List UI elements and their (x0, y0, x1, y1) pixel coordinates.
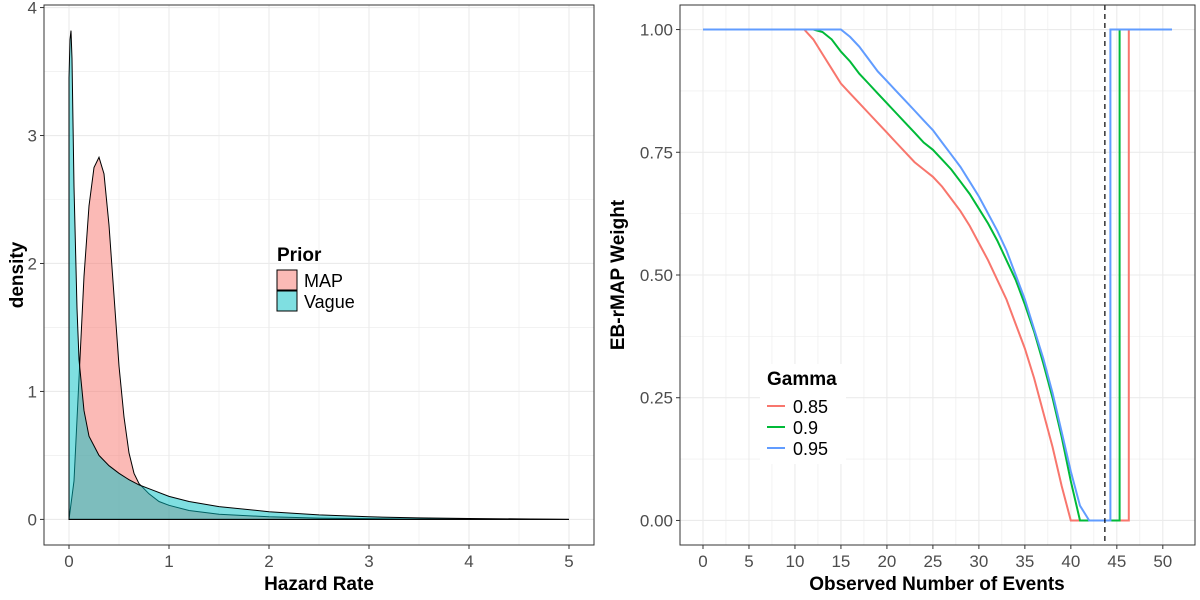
right-y-tick-label: 1.00 (640, 21, 673, 40)
legend-label-map: MAP (304, 271, 343, 291)
weight-line-gamma-09 (703, 28, 1126, 522)
legend-label-vague: Vague (304, 292, 355, 312)
left-y-tick-label: 3 (28, 127, 37, 146)
left-y-tick-label: 2 (28, 254, 37, 273)
prior-legend: Prior MAP Vague (276, 245, 355, 312)
legend-key-vague (276, 290, 298, 312)
left-x-axis-title: Hazard Rate (264, 574, 374, 595)
density-panel: 0 1 2 3 4 5 0 1 2 3 4 Hazard Rate density Prior M… (7, 0, 595, 595)
left-x-tick-label: 3 (364, 552, 373, 571)
right-y-tick-label: 0.75 (640, 143, 673, 162)
right-y-axis-title: EB-rMAP Weight (608, 199, 629, 350)
left-x-axis-ticks: 0 1 2 3 4 5 (64, 545, 574, 571)
left-y-axis-title: density (7, 241, 28, 308)
right-gridlines (680, 5, 1195, 545)
right-x-tick-label: 35 (1015, 552, 1034, 571)
left-x-tick-label: 0 (64, 552, 73, 571)
weight-line-gamma-085 (703, 28, 1136, 522)
right-y-axis-ticks: 0.00 0.25 0.50 0.75 1.00 (640, 21, 680, 530)
right-x-tick-label: 15 (831, 552, 850, 571)
legend-label-gamma-09: 0.9 (793, 418, 818, 438)
left-y-tick-label: 1 (28, 382, 37, 401)
right-y-tick-label: 0.25 (640, 389, 673, 408)
right-x-tick-label: 10 (785, 552, 804, 571)
right-x-tick-label: 50 (1153, 552, 1172, 571)
gamma-legend: Gamma 0.85 0.9 0.95 (760, 364, 846, 464)
left-density-areas (68, 30, 570, 520)
right-x-tick-label: 30 (969, 552, 988, 571)
left-y-tick-label: 0 (28, 510, 37, 529)
left-plot-border (43, 4, 595, 546)
right-x-tick-label: 45 (1107, 552, 1126, 571)
right-x-tick-label: 20 (877, 552, 896, 571)
legend-label-gamma-085: 0.85 (793, 397, 828, 417)
right-y-tick-label: 0.00 (640, 511, 673, 530)
legend-key-map (276, 269, 298, 291)
weight-panel: 0 5 10 15 20 25 30 35 40 45 50 0.00 0.25 0.50 0.75 1.0… (608, 4, 1196, 595)
left-x-tick-label: 4 (464, 552, 473, 571)
right-x-axis-ticks: 0 5 10 15 20 25 30 35 40 45 50 (698, 545, 1172, 571)
left-y-axis-ticks: 0 1 2 3 4 (28, 0, 44, 529)
left-x-tick-label: 2 (264, 552, 273, 571)
right-x-tick-label: 25 (923, 552, 942, 571)
right-y-tick-label: 0.50 (640, 266, 673, 285)
right-x-tick-label: 40 (1061, 552, 1080, 571)
right-weight-lines (703, 28, 1172, 522)
left-x-tick-label: 5 (564, 552, 573, 571)
right-x-axis-title: Observed Number of Events (809, 574, 1065, 595)
density-area-vague (68, 30, 570, 520)
legend-label-gamma-095: 0.95 (793, 439, 828, 459)
prior-legend-title: Prior (277, 245, 322, 266)
left-y-tick-label: 4 (28, 0, 37, 18)
weight-line-gamma-095 (703, 28, 1172, 522)
left-x-tick-label: 1 (164, 552, 173, 571)
gamma-legend-title: Gamma (767, 369, 837, 390)
right-x-tick-label: 0 (698, 552, 707, 571)
right-x-tick-label: 5 (744, 552, 753, 571)
